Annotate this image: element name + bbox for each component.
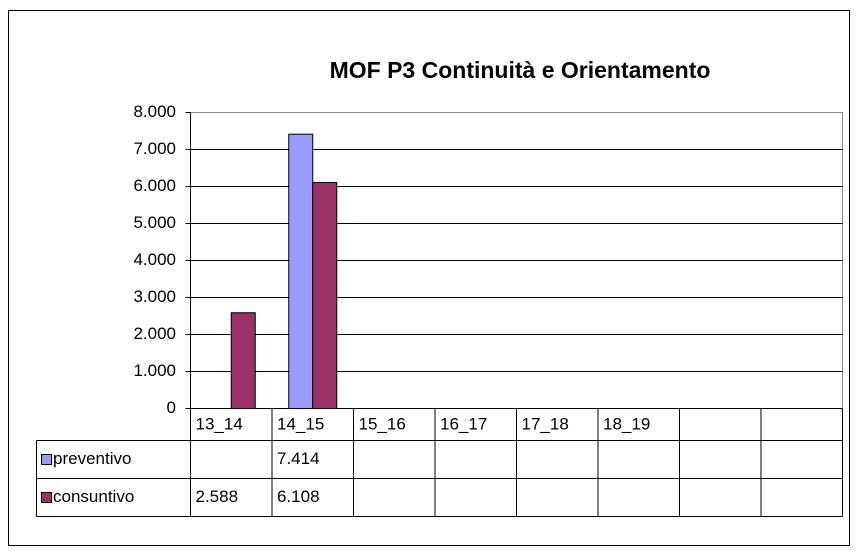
legend-label: preventivo [53,449,131,468]
chart-title: MOF P3 Continuità e Orientamento [330,57,711,83]
bar [288,133,314,409]
bar [230,312,256,409]
y-tick-label: 4.000 [133,250,176,269]
x-tick-label: 17_18 [522,414,569,433]
table-value: 6.108 [277,487,320,506]
y-tick-label: 0 [167,398,176,417]
y-tick-label: 6.000 [133,176,176,195]
y-tick-label: 7.000 [133,139,176,158]
x-tick-label: 18_19 [603,414,650,433]
y-tick-label: 1.000 [133,361,176,380]
bar [312,182,338,409]
legend-key [41,492,52,503]
x-tick-label: 15_16 [359,414,406,433]
y-tick-label: 2.000 [133,324,176,343]
x-tick-label: 13_14 [196,414,243,433]
x-tick-label: 14_15 [277,414,324,433]
table-value: 7.414 [277,449,320,468]
legend-key [41,454,52,465]
legend-label: consuntivo [53,487,134,506]
y-tick-label: 8.000 [133,102,176,121]
table-value: 2.588 [196,487,239,506]
x-tick-label: 16_17 [440,414,487,433]
y-tick-label: 3.000 [133,287,176,306]
y-tick-label: 5.000 [133,213,176,232]
